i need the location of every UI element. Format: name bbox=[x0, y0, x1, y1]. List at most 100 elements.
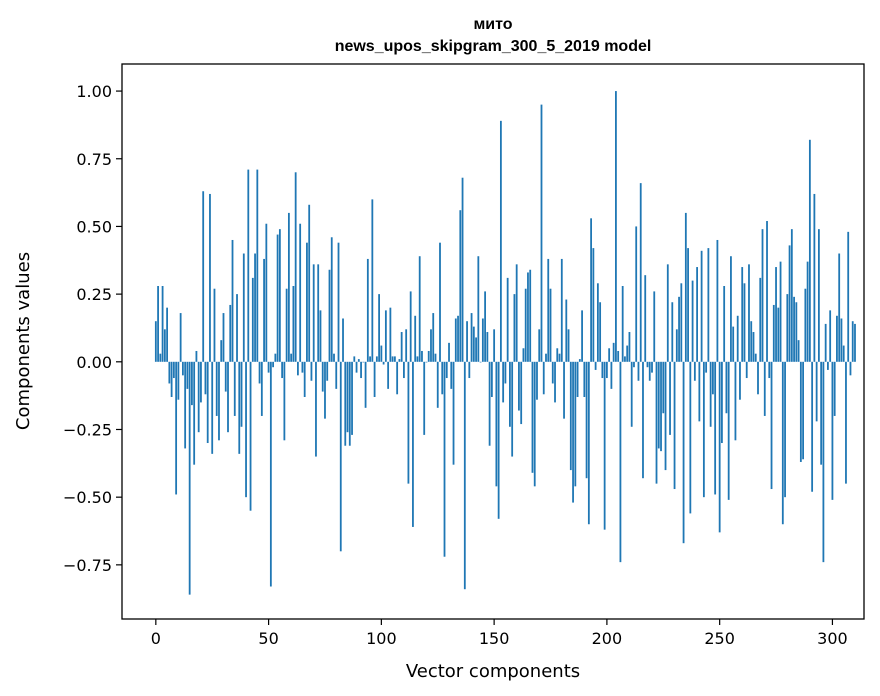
bar-19 bbox=[197, 361, 200, 433]
x-axis-ticks: 0 50 100 150 200 250 300 bbox=[151, 619, 848, 648]
bar-173 bbox=[545, 353, 547, 362]
bar-193 bbox=[590, 218, 592, 362]
bar-290 bbox=[808, 139, 811, 362]
bar-107 bbox=[396, 361, 399, 395]
bar-237 bbox=[689, 361, 692, 514]
bar-51 bbox=[269, 361, 272, 587]
bar-13 bbox=[184, 361, 187, 449]
y-tick-label: 1.00 bbox=[76, 82, 112, 101]
bar-43 bbox=[251, 277, 254, 362]
bar-261 bbox=[743, 283, 746, 362]
bar-83 bbox=[342, 318, 344, 362]
bar-53 bbox=[274, 353, 277, 362]
bar-78 bbox=[330, 237, 333, 362]
bar-281 bbox=[788, 245, 791, 362]
bar-297 bbox=[824, 323, 827, 362]
bar-39 bbox=[242, 253, 245, 362]
bar-112 bbox=[407, 361, 410, 484]
bar-124 bbox=[434, 353, 437, 362]
bar-57 bbox=[283, 361, 286, 441]
bar-86 bbox=[348, 361, 351, 446]
bar-165 bbox=[527, 272, 529, 362]
bar-308 bbox=[849, 361, 852, 376]
bar-105 bbox=[391, 356, 394, 362]
bar-101 bbox=[382, 361, 385, 365]
bar-96 bbox=[371, 199, 374, 362]
bar-170 bbox=[538, 329, 541, 362]
bar-232 bbox=[678, 296, 680, 362]
bar-267 bbox=[757, 361, 759, 395]
y-tick-label: 0.75 bbox=[76, 150, 112, 169]
bar-22 bbox=[204, 361, 207, 395]
bar-186 bbox=[574, 361, 577, 487]
x-tick-label: 300 bbox=[817, 629, 848, 648]
bar-16 bbox=[191, 361, 193, 406]
bar-166 bbox=[529, 269, 532, 362]
bar-121 bbox=[427, 350, 430, 362]
bar-210 bbox=[628, 332, 631, 362]
bar-280 bbox=[786, 294, 789, 362]
bar-231 bbox=[675, 329, 678, 362]
bar-242 bbox=[700, 250, 703, 362]
bar-33 bbox=[229, 304, 232, 362]
bar-269 bbox=[761, 229, 764, 362]
bar-238 bbox=[691, 280, 694, 362]
bar-218 bbox=[646, 361, 649, 368]
bar-29 bbox=[220, 340, 223, 362]
bar-233 bbox=[680, 283, 683, 362]
bar-17 bbox=[193, 361, 196, 465]
bar-40 bbox=[245, 361, 247, 498]
bars-group bbox=[154, 91, 856, 595]
bar-168 bbox=[533, 361, 536, 487]
bar-272 bbox=[768, 361, 771, 379]
bar-264 bbox=[750, 321, 753, 362]
bar-109 bbox=[400, 332, 403, 362]
bar-114 bbox=[412, 361, 414, 527]
bar-100 bbox=[380, 345, 383, 362]
bar-91 bbox=[360, 361, 362, 379]
bar-115 bbox=[414, 315, 417, 362]
bar-127 bbox=[441, 361, 444, 395]
y-tick-label: 0.25 bbox=[76, 285, 112, 304]
bar-152 bbox=[497, 361, 500, 519]
bar-137 bbox=[463, 361, 466, 590]
bar-169 bbox=[536, 361, 538, 400]
bar-31 bbox=[224, 361, 227, 392]
bar-156 bbox=[506, 277, 509, 362]
bar-132 bbox=[452, 361, 455, 465]
bar-21 bbox=[202, 191, 205, 362]
bar-230 bbox=[673, 361, 676, 490]
bar-224 bbox=[660, 361, 662, 452]
bar-12 bbox=[181, 361, 184, 376]
bar-58 bbox=[285, 288, 288, 362]
bar-45 bbox=[256, 169, 259, 362]
bar-192 bbox=[587, 361, 590, 525]
bar-97 bbox=[373, 361, 376, 397]
bar-199 bbox=[603, 361, 606, 530]
bar-307 bbox=[847, 231, 850, 362]
bar-50 bbox=[267, 361, 270, 373]
bar-136 bbox=[461, 177, 464, 362]
bar-98 bbox=[375, 356, 378, 362]
y-tick-label: 0.00 bbox=[76, 353, 112, 372]
bar-37 bbox=[238, 361, 241, 454]
bar-106 bbox=[393, 356, 396, 362]
chart-title-line-2: news_upos_skipgram_300_5_2019 model bbox=[335, 38, 652, 55]
x-tick-label: 250 bbox=[704, 629, 735, 648]
bar-161 bbox=[518, 361, 520, 411]
bar-243 bbox=[702, 361, 705, 498]
bar-76 bbox=[326, 361, 329, 381]
bar-160 bbox=[515, 264, 518, 362]
bar-287 bbox=[802, 361, 804, 460]
bar-3 bbox=[161, 286, 164, 362]
bar-41 bbox=[247, 169, 250, 362]
y-axis-ticks: −0.75 −0.50 −0.25 0.00 0.25 0.50 0.75 1.00 bbox=[63, 82, 122, 575]
bar-189 bbox=[581, 310, 583, 362]
bar-66 bbox=[303, 361, 306, 397]
bar-94 bbox=[366, 258, 369, 362]
bar-54 bbox=[276, 234, 279, 362]
bar-204 bbox=[615, 91, 617, 362]
bar-157 bbox=[509, 361, 511, 427]
bar-6 bbox=[168, 361, 171, 384]
bar-285 bbox=[797, 340, 800, 362]
